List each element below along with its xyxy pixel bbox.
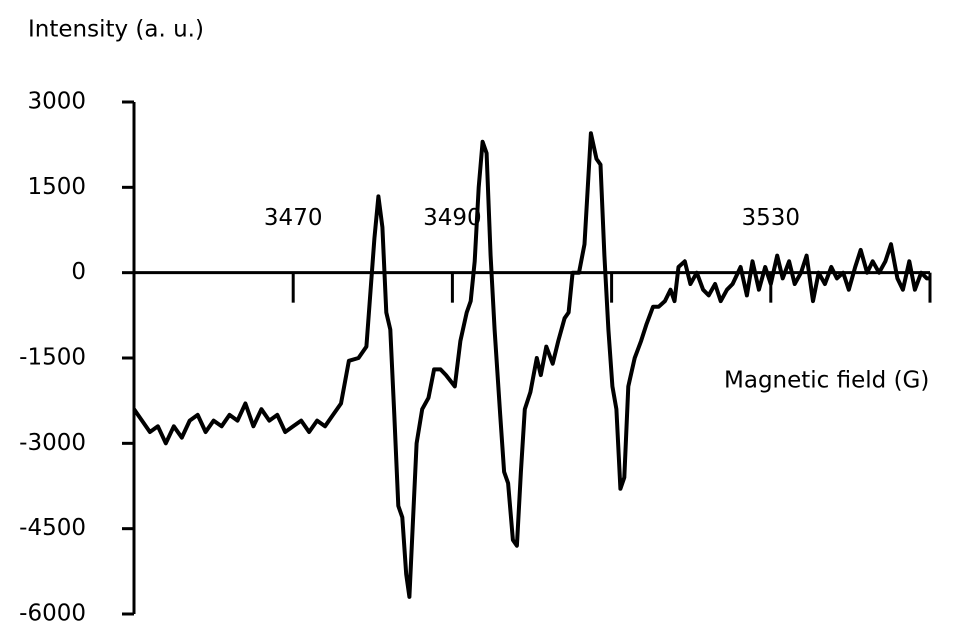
x-axis-title: Magnetic field (G) — [724, 368, 929, 394]
x-tick-label: 3530 — [742, 205, 801, 231]
y-tick-label: -3000 — [19, 430, 86, 456]
y-tick-label: -4500 — [19, 515, 86, 541]
data-line — [132, 131, 930, 599]
y-tick-label: 0 — [71, 259, 86, 285]
x-tick-label: 3490 — [423, 205, 482, 231]
y-axis-title: Intensity (a. u.) — [28, 17, 204, 43]
y-tick-label: -6000 — [19, 601, 86, 627]
x-tick-label: 3470 — [264, 205, 323, 231]
y-tick-label: 1500 — [27, 174, 86, 200]
y-tick-label: 3000 — [27, 89, 86, 115]
y-tick-label: -1500 — [19, 345, 86, 371]
